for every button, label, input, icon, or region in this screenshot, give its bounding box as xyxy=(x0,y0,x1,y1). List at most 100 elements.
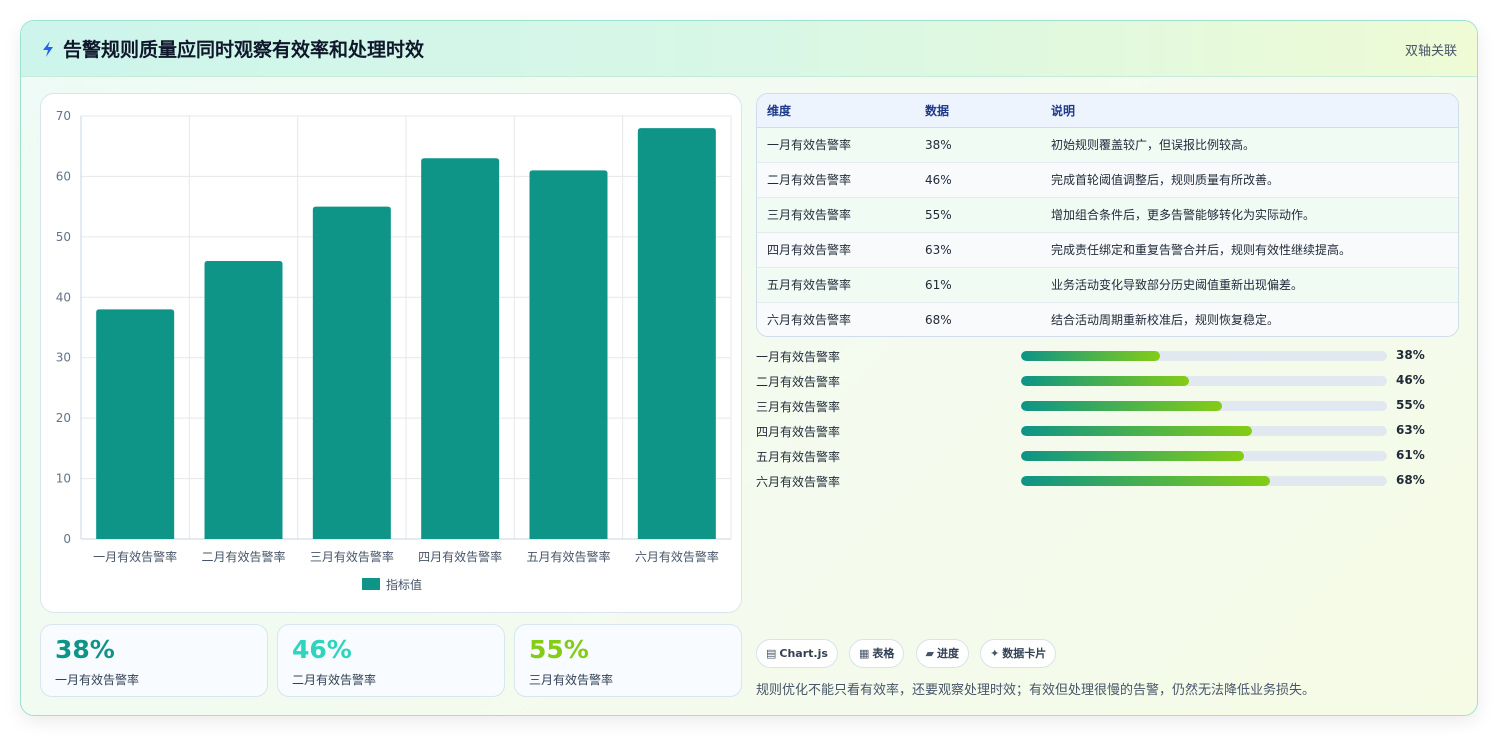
table-cell: 68% xyxy=(925,302,1051,336)
table-cell: 六月有效告警率 xyxy=(757,302,925,336)
x-tick-label: 四月有效告警率 xyxy=(418,549,502,564)
table-row: 三月有效告警率 55% 增加组合条件后，更多告警能够转化为实际动作。 xyxy=(757,197,1458,233)
progress-label: 六月有效告警率 xyxy=(756,475,841,489)
progress-icon: ▰ xyxy=(925,647,934,660)
legend-swatch xyxy=(362,578,380,590)
progress-value: 38% xyxy=(1396,348,1425,362)
progress-value: 63% xyxy=(1396,423,1425,437)
progress-fill xyxy=(1021,351,1161,361)
progress-track xyxy=(1021,376,1387,386)
kpi-value: 38% xyxy=(55,635,115,664)
data-table: 维度 数据 说明 一月有效告警率 38% 初始规则覆盖较广，但误报比例较高。 二… xyxy=(757,94,1458,336)
table-cell: 初始规则覆盖较广，但误报比例较高。 xyxy=(1051,127,1458,163)
kpi-card: 46% 二月有效告警率 xyxy=(277,624,505,697)
x-tick-label: 一月有效告警率 xyxy=(93,549,177,564)
table-row: 四月有效告警率 63% 完成责任绑定和重复告警合并后，规则有效性继续提高。 xyxy=(757,232,1458,268)
progress-value: 68% xyxy=(1396,473,1425,487)
progress-fill xyxy=(1021,401,1223,411)
table-cell: 增加组合条件后，更多告警能够转化为实际动作。 xyxy=(1051,197,1458,233)
progress-row: 一月有效告警率 38% xyxy=(756,347,1459,365)
x-tick-label: 三月有效告警率 xyxy=(310,549,394,564)
table-cell: 61% xyxy=(925,267,1051,303)
kpi-card: 38% 一月有效告警率 xyxy=(40,624,268,697)
lightning-icon xyxy=(43,41,53,57)
chip-data-card[interactable]: ✦ 数据卡片 xyxy=(980,639,1057,668)
table-header: 说明 xyxy=(1051,94,1458,128)
progress-label: 二月有效告警率 xyxy=(756,375,841,389)
x-tick-label: 六月有效告警率 xyxy=(635,549,719,564)
card-header: 告警规则质量应同时观察有效率和处理时效 双轴关联 xyxy=(21,21,1477,77)
chip-label: Chart.js xyxy=(779,647,828,660)
kpi-value: 55% xyxy=(529,635,589,664)
progress-label: 四月有效告警率 xyxy=(756,425,841,439)
table-cell: 46% xyxy=(925,162,1051,198)
chart-icon: ▤ xyxy=(766,647,777,660)
table-cell: 63% xyxy=(925,232,1051,268)
bar xyxy=(96,309,175,539)
progress-value: 55% xyxy=(1396,398,1425,412)
chip-progress[interactable]: ▰ 进度 xyxy=(915,639,969,668)
card-icon: ✦ xyxy=(990,647,1000,660)
table-cell: 四月有效告警率 xyxy=(757,232,925,268)
footer-note: 规则优化不能只看有效率，还要观察处理时效；有效但处理很慢的告警，仍然无法降低业务… xyxy=(756,683,1316,698)
bar xyxy=(312,206,391,539)
y-tick-label: 50 xyxy=(56,230,71,244)
progress-label: 三月有效告警率 xyxy=(756,400,841,414)
progress-fill xyxy=(1021,376,1190,386)
table-row: 五月有效告警率 61% 业务活动变化导致部分历史阈值重新出现偏差。 xyxy=(757,267,1458,303)
progress-label: 五月有效告警率 xyxy=(756,450,841,464)
progress-fill xyxy=(1021,476,1270,486)
y-tick-label: 20 xyxy=(56,411,71,425)
bar-chart-panel: 0 10 20 30 40 50 60 70 一月有效告警率 二月有效告警率 三月有效告警率 四月有效… xyxy=(40,93,742,613)
kpi-card: 55% 三月有效告警率 xyxy=(514,624,742,697)
y-tick-label: 0 xyxy=(63,532,71,546)
table-cell: 业务活动变化导致部分历史阈值重新出现偏差。 xyxy=(1051,267,1458,303)
table-cell: 完成责任绑定和重复告警合并后，规则有效性继续提高。 xyxy=(1051,232,1458,268)
dashboard-card: 告警规则质量应同时观察有效率和处理时效 双轴关联 0 10 20 30 40 50 60 70… xyxy=(20,20,1478,716)
chip-table[interactable]: ▦ 表格 xyxy=(849,639,905,668)
progress-value: 61% xyxy=(1396,448,1425,462)
y-tick-label: 60 xyxy=(56,169,71,183)
table-cell: 55% xyxy=(925,197,1051,233)
chip-label: 数据卡片 xyxy=(1002,647,1047,660)
table-cell: 结合活动周期重新校准后，规则恢复稳定。 xyxy=(1051,302,1458,336)
kpi-label: 二月有效告警率 xyxy=(292,673,377,687)
y-tick-label: 40 xyxy=(56,290,71,304)
table-cell: 二月有效告警率 xyxy=(757,162,925,198)
header-tag: 双轴关联 xyxy=(1404,44,1457,59)
table-row: 二月有效告警率 46% 完成首轮阈值调整后，规则质量有所改善。 xyxy=(757,162,1458,198)
table-cell: 完成首轮阈值调整后，规则质量有所改善。 xyxy=(1051,162,1458,198)
progress-fill xyxy=(1021,426,1252,436)
table-cell: 五月有效告警率 xyxy=(757,267,925,303)
kpi-label: 三月有效告警率 xyxy=(529,673,614,687)
bar xyxy=(529,170,608,539)
page-title: 告警规则质量应同时观察有效率和处理时效 xyxy=(63,39,425,61)
data-table-panel: 维度 数据 说明 一月有效告警率 38% 初始规则覆盖较广，但误报比例较高。 二… xyxy=(756,93,1459,337)
legend-label: 指标值 xyxy=(386,577,422,592)
chip-label: 表格 xyxy=(872,647,895,660)
y-tick-label: 10 xyxy=(56,472,71,486)
bar xyxy=(421,158,500,540)
progress-row: 四月有效告警率 63% xyxy=(756,422,1459,440)
chip-label: 进度 xyxy=(936,647,959,660)
chip-chartjs[interactable]: ▤ Chart.js xyxy=(756,639,838,668)
progress-value: 46% xyxy=(1396,373,1425,387)
kpi-value: 46% xyxy=(292,635,352,664)
x-tick-label: 二月有效告警率 xyxy=(201,549,285,564)
progress-row: 五月有效告警率 61% xyxy=(756,447,1459,465)
progress-track xyxy=(1021,476,1387,486)
progress-track xyxy=(1021,351,1387,361)
kpi-label: 一月有效告警率 xyxy=(55,673,140,687)
table-icon: ▦ xyxy=(859,647,870,660)
progress-row: 二月有效告警率 46% xyxy=(756,372,1459,390)
x-tick-label: 五月有效告警率 xyxy=(526,549,610,564)
progress-track xyxy=(1021,401,1387,411)
progress-fill xyxy=(1021,451,1245,461)
progress-row: 六月有效告警率 68% xyxy=(756,472,1459,490)
bar xyxy=(204,261,283,539)
progress-label: 一月有效告警率 xyxy=(756,350,841,364)
table-cell: 三月有效告警率 xyxy=(757,197,925,233)
table-cell: 一月有效告警率 xyxy=(757,127,925,163)
bar-chart: 0 10 20 30 40 50 60 70 一月有效告警率 二月有效告警率 三月有效告警率 四月有效… xyxy=(56,109,732,592)
table-row: 一月有效告警率 38% 初始规则覆盖较广，但误报比例较高。 xyxy=(757,127,1458,163)
